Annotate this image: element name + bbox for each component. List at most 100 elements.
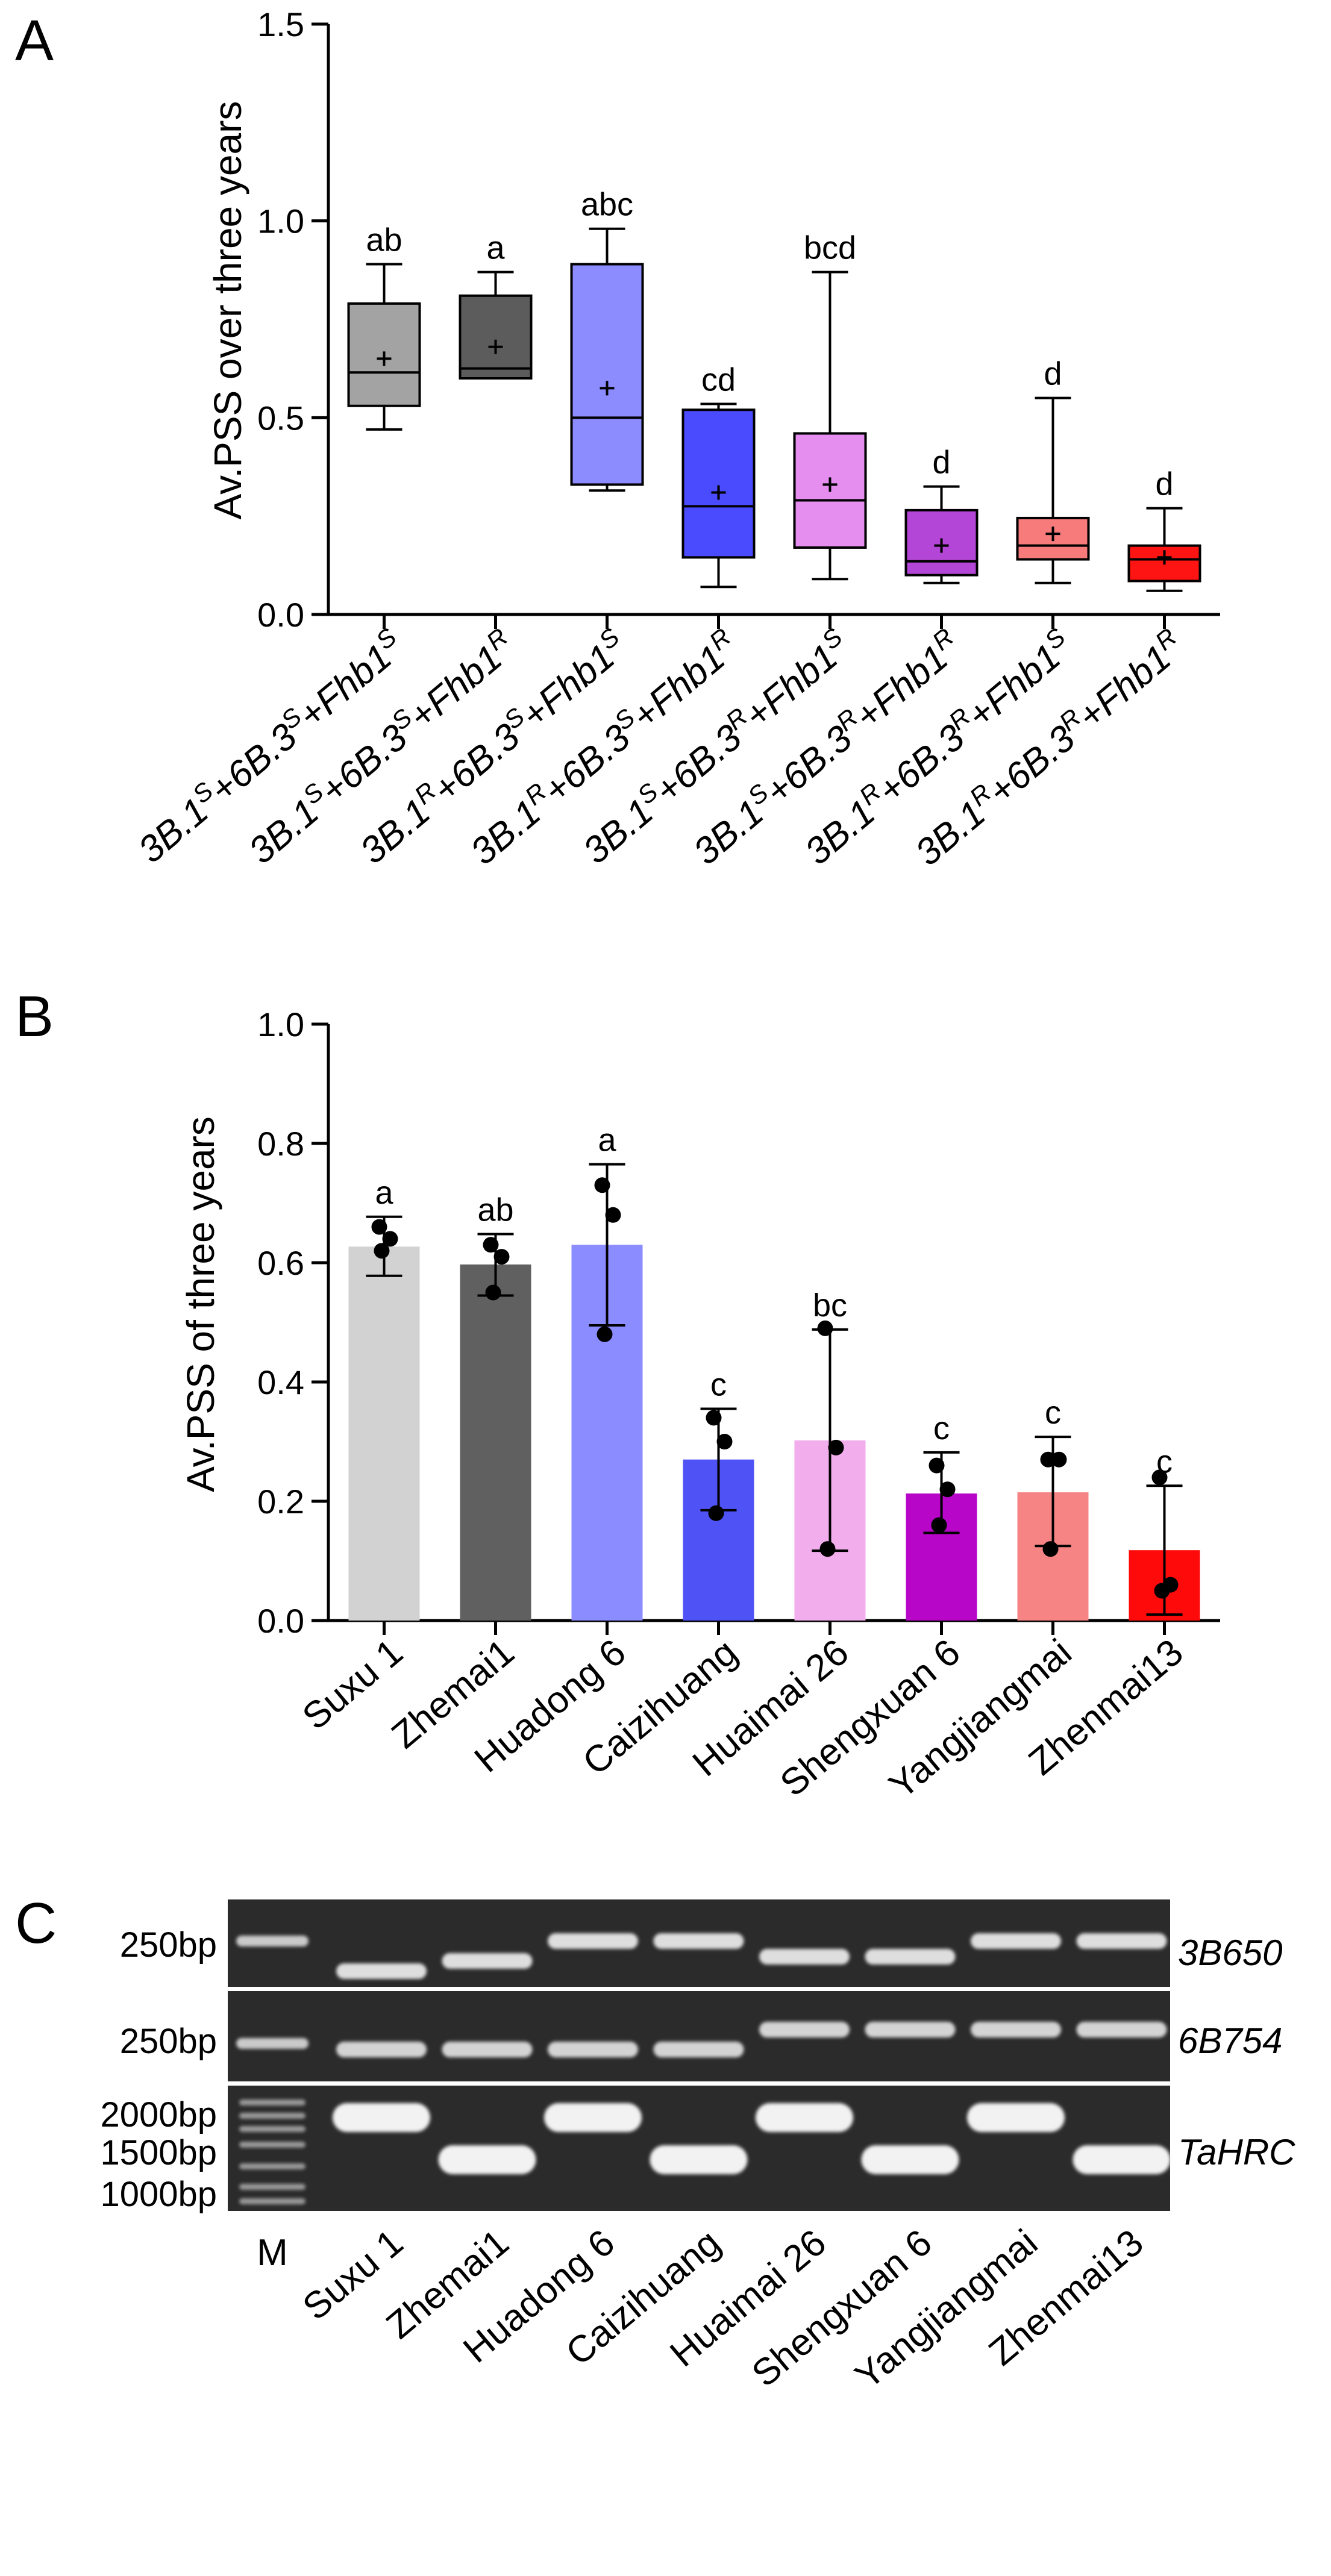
gel-band (1076, 2022, 1167, 2037)
significance-letter: a (598, 1122, 616, 1158)
gel-band (756, 2103, 853, 2132)
gel-band (438, 2145, 536, 2174)
data-point (929, 1457, 945, 1474)
gel-size-label: 250bp (120, 2022, 217, 2061)
panel-label-b: B (15, 984, 54, 1049)
data-point (493, 1249, 510, 1265)
gel-band-marker (239, 2163, 305, 2169)
mean-marker (377, 351, 392, 366)
gel-band-marker (239, 2113, 305, 2119)
data-point (708, 1505, 724, 1521)
panel-a-y-tick-label: 1.0 (257, 202, 304, 240)
data-point (1042, 1541, 1059, 1557)
gel-band-marker (239, 2198, 305, 2204)
gel-band (865, 2022, 956, 2037)
significance-letter: ab (477, 1192, 513, 1228)
gel-band (333, 2103, 430, 2132)
gel-band (544, 2103, 642, 2132)
significance-letter: c (1045, 1395, 1061, 1431)
gel-band (653, 1933, 744, 1949)
gel-size-label: 250bp (120, 1925, 217, 1965)
data-point (1040, 1451, 1056, 1468)
gel-band (1076, 1933, 1167, 1949)
panel-a-y-axis-title: Av.PSS over three years (206, 101, 249, 520)
gel-band (442, 1953, 533, 1969)
gel-band (442, 2042, 533, 2057)
gel-band-marker (236, 2038, 308, 2049)
gel-band-marker (239, 2184, 305, 2190)
gel-size-label: 2000bp (100, 2095, 217, 2134)
data-point (597, 1326, 613, 1342)
gel-gene-label: TaHRC (1178, 2132, 1295, 2172)
data-point (817, 1320, 833, 1336)
data-point (374, 1243, 390, 1259)
gel-band-marker (239, 2099, 305, 2106)
significance-letter: abc (581, 187, 633, 223)
data-point (819, 1541, 836, 1557)
gel-band (548, 2042, 638, 2057)
gel-band (971, 2022, 1061, 2037)
significance-letter: c (1156, 1443, 1173, 1480)
gel-lane-label: Shengxuan 6 (744, 2222, 939, 2395)
data-point (605, 1207, 621, 1223)
gel-band (971, 1933, 1061, 1949)
panel-b-y-axis-title: Av.PSS of three years (179, 1116, 222, 1492)
gel-band (759, 2022, 850, 2037)
gel-band (336, 1963, 427, 1979)
panel-b-y-tick-label: 0.0 (257, 1602, 304, 1640)
box (681, 408, 756, 559)
mean-marker (711, 485, 726, 500)
gel-band (759, 1949, 850, 1965)
data-point (485, 1284, 501, 1301)
gel-gene-label: 3B650 (1178, 1933, 1283, 1973)
panel-label-c: C (15, 1891, 57, 1955)
gel-band (653, 2042, 744, 2057)
data-point (1151, 1469, 1168, 1486)
gel-band (861, 2145, 959, 2174)
gel-size-label: 1500bp (100, 2133, 217, 2172)
data-point (939, 1481, 956, 1498)
significance-letter: cd (701, 361, 736, 398)
significance-letter: c (933, 1410, 950, 1446)
gel-band (336, 2042, 427, 2057)
gel-lane-label: Yangjiangmai (847, 2222, 1045, 2397)
gel-band (967, 2103, 1065, 2132)
gel-band (865, 1949, 956, 1965)
significance-letter: c (710, 1367, 727, 1403)
gel-band (650, 2145, 748, 2174)
box (570, 263, 644, 486)
significance-letter: a (375, 1175, 393, 1211)
panel-c-gel: 250bp 250bp 2000bp 1500bp 1000bp 3B650 6… (100, 1899, 1295, 2397)
mean-marker (600, 381, 615, 396)
significance-letter: d (1155, 466, 1173, 502)
bar (348, 1246, 420, 1621)
box (904, 508, 979, 577)
data-point (483, 1237, 499, 1253)
significance-letter: a (486, 230, 505, 266)
panel-b-bar-chart: Av.PSS of three years 0.0 0.2 0.4 0.6 0.8 1.0… (179, 1005, 1220, 1807)
significance-letter: d (1044, 356, 1062, 392)
gel-band (548, 1933, 638, 1949)
data-point (1051, 1451, 1067, 1468)
significance-letter: bc (813, 1287, 847, 1324)
gel-marker-lane-label: M (257, 2232, 288, 2274)
panel-a-y-tick-label: 0.0 (257, 596, 304, 634)
panel-b-y-tick-label: 0.8 (257, 1125, 304, 1163)
mean-marker (488, 339, 503, 354)
data-point (706, 1410, 722, 1426)
panel-a-y-tick-label: 1.5 (257, 5, 304, 43)
significance-letter: d (932, 445, 950, 481)
mean-marker (822, 477, 838, 492)
gel-band-marker (239, 2126, 305, 2132)
gel-size-label: 1000bp (100, 2175, 217, 2214)
significance-letter: bcd (804, 230, 856, 266)
gel-band (1073, 2145, 1171, 2174)
mean-marker (1045, 527, 1060, 542)
gel-band-marker (239, 2142, 305, 2148)
panel-b-y-tick-label: 0.4 (257, 1363, 304, 1401)
data-point (828, 1439, 844, 1455)
panel-label-a: A (15, 8, 54, 73)
significance-letter: ab (366, 222, 402, 258)
panel-b-y-tick-label: 0.6 (257, 1244, 304, 1282)
data-point (931, 1517, 947, 1533)
